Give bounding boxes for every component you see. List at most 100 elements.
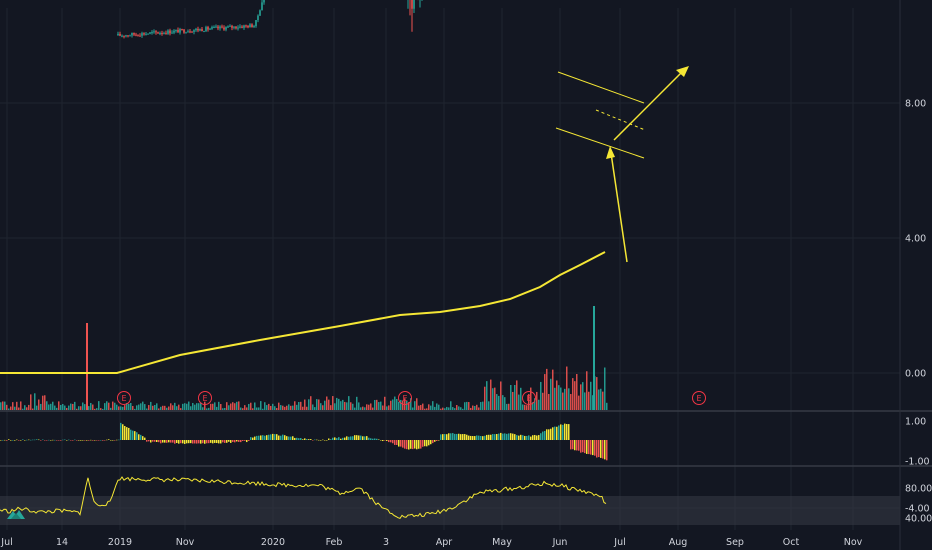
volume-bar [286, 405, 288, 410]
candle-body [215, 26, 217, 28]
volume-bar [96, 408, 98, 410]
macd-bar [118, 439, 120, 441]
macd-bar [578, 440, 580, 451]
price-scale[interactable]: 52.0048.0044.0040.0032.0028.0024.0020.00… [905, 0, 932, 525]
volume-bar [516, 380, 518, 410]
volume-bar [368, 404, 370, 410]
volume-bar [310, 396, 312, 410]
volume-bar [226, 402, 228, 410]
candle-body [143, 33, 145, 35]
volume-bar [174, 402, 176, 410]
macd-bar [546, 429, 548, 440]
earnings-marker[interactable] [692, 391, 706, 405]
volume-bar [172, 405, 174, 410]
volume-bar [342, 399, 344, 410]
volume-bar [114, 402, 116, 410]
macd-bar [74, 439, 76, 441]
macd-bar [176, 440, 178, 444]
macd-bar [406, 440, 408, 450]
volume-bar [410, 398, 412, 410]
macd-bar [240, 440, 242, 443]
macd-bar [496, 434, 498, 440]
volume-bar [398, 401, 400, 410]
earnings-marker[interactable] [398, 391, 412, 405]
volume-bar [200, 402, 202, 410]
candle-body [147, 33, 149, 35]
macd-bar [120, 422, 122, 440]
macd-bar [116, 439, 118, 441]
time-tick-label: Aug [669, 537, 688, 548]
macd-bar [418, 440, 420, 449]
volume-bar [36, 405, 38, 410]
macd-bar [544, 430, 546, 440]
volume-bar [508, 403, 510, 410]
volume-bar [326, 396, 328, 410]
volume-bar [566, 366, 568, 410]
volume-bar [456, 405, 458, 410]
macd-bar [258, 435, 260, 440]
volume-bar [102, 408, 104, 410]
macd-bar [140, 434, 142, 440]
volume-bar [186, 403, 188, 410]
volume-bar [242, 408, 244, 410]
macd-bar [280, 435, 282, 440]
volume-bar [78, 406, 80, 410]
earnings-marker[interactable] [198, 391, 212, 405]
volume-bar [24, 405, 26, 410]
macd-bar [290, 436, 292, 440]
volume-bar [586, 371, 588, 410]
macd-bar [332, 437, 334, 440]
volume-bar [382, 405, 384, 410]
macd-bar [428, 440, 430, 446]
macd-bar [388, 440, 390, 443]
macd-bar [92, 440, 94, 441]
macd-bar [288, 436, 290, 440]
macd-bar [400, 440, 402, 447]
volume-bar [360, 407, 362, 410]
macd-bar [476, 435, 478, 440]
candle-body [249, 24, 251, 28]
volume-bar [568, 388, 570, 410]
earnings-marker[interactable] [117, 391, 131, 405]
macd-bar [432, 440, 434, 444]
volume-bar [518, 394, 520, 410]
time-scale[interactable]: Jul 14 2019 Nov 2020 Feb 3 Apr May Jun Jul Aug Sep Oc… [0, 537, 862, 548]
volume-bar [528, 394, 530, 410]
volume-bar [468, 402, 470, 410]
volume-bar [90, 402, 92, 410]
macd-bar [172, 440, 174, 443]
macd-bar [254, 436, 256, 440]
volume-bar [480, 402, 482, 410]
macd-bar [20, 440, 22, 441]
macd-bar [246, 440, 248, 443]
macd-bar [458, 433, 460, 440]
macd-bar [390, 440, 392, 443]
volume-bar [10, 406, 12, 410]
earnings-marker[interactable] [522, 391, 536, 405]
macd-bar [442, 434, 444, 440]
volume-bar [294, 401, 296, 410]
volume-bar [446, 406, 448, 410]
macd-bar [108, 439, 110, 440]
volume-bar [272, 403, 274, 410]
volume-bar [498, 395, 500, 410]
volume-bar [258, 407, 260, 410]
macd-bar [518, 435, 520, 440]
volume-bar [268, 403, 270, 410]
volume-bar [58, 401, 60, 410]
volume-bar [52, 401, 54, 410]
price-tick-label: -4.00 [905, 504, 930, 515]
macd-bar [338, 437, 340, 440]
volume-bar [494, 387, 496, 410]
tradingview-logo-icon[interactable] [6, 508, 26, 520]
macd-bar [196, 440, 198, 444]
macd-bar [348, 436, 350, 440]
volume-bar [260, 401, 262, 410]
channel-top-line [557, 71, 645, 104]
volume-bar [424, 408, 426, 410]
volume-bar [42, 395, 44, 410]
